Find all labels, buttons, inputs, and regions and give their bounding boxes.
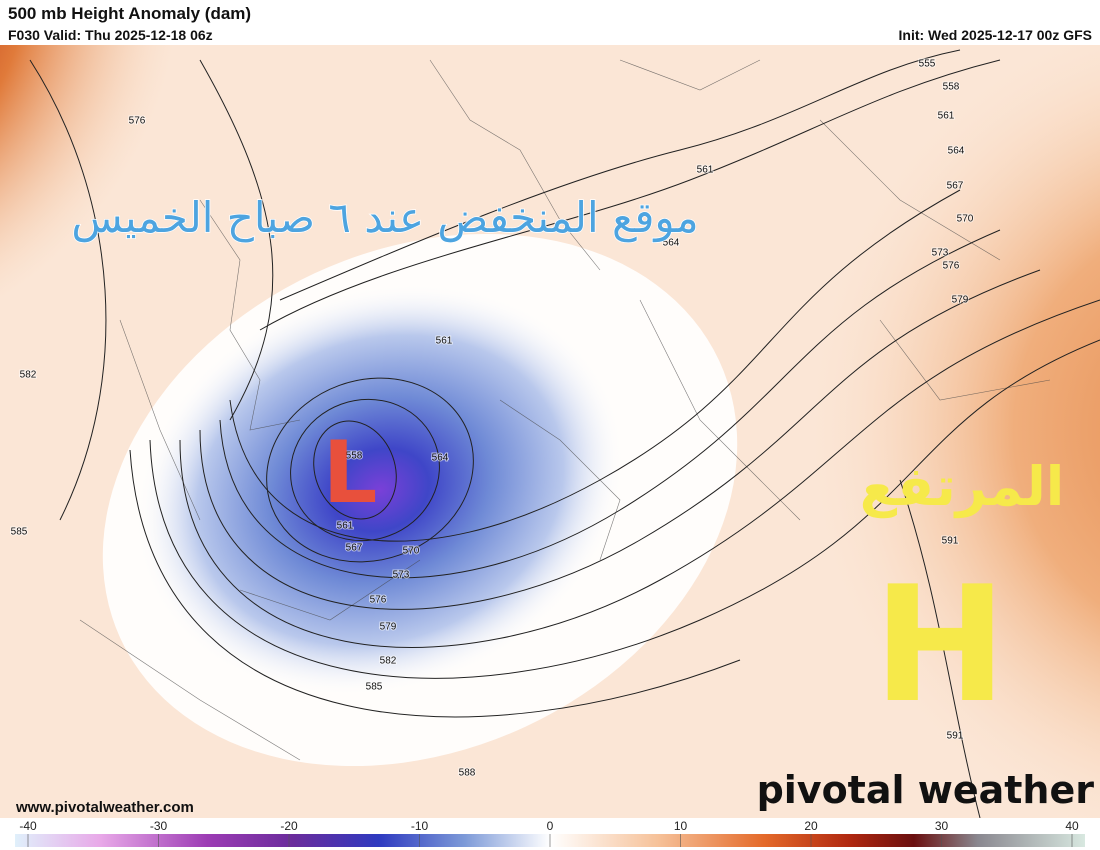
contour-label: 582	[380, 656, 397, 667]
contour-label: 570	[403, 546, 420, 557]
contour-label: 591	[947, 731, 964, 742]
valid-time: F030 Valid: Thu 2025-12-18 06z	[8, 27, 213, 43]
colorbar-tick-label: 30	[935, 819, 949, 833]
contour-label: 591	[942, 536, 959, 547]
contour-label: 561	[697, 165, 714, 176]
colorbar-tick-label: 0	[547, 819, 554, 833]
site-url: www.pivotalweather.com	[15, 799, 194, 816]
contour-label: 582	[20, 370, 37, 381]
contour-label: 558	[943, 82, 960, 93]
contour-label: 570	[957, 214, 974, 225]
colorbar-tick-label: -10	[411, 819, 429, 833]
contour-label: 561	[436, 336, 453, 347]
contour-label: 561	[337, 521, 354, 532]
colorbar-tick-label: -40	[19, 819, 37, 833]
contour-label: 588	[459, 768, 476, 779]
map-title: 500 mb Height Anomaly (dam)	[8, 4, 251, 23]
contour-label: 555	[919, 59, 936, 70]
init-time: Init: Wed 2025-12-17 00z GFS	[899, 27, 1092, 43]
low-letter: L	[323, 423, 378, 523]
contour-label: 567	[346, 543, 363, 554]
contour-label: 561	[938, 111, 955, 122]
colorbar-tick-label: -20	[280, 819, 298, 833]
contour-label: 579	[952, 295, 969, 306]
contour-label: 573	[393, 570, 410, 581]
low-annotation: موقع المنخفض عند ٦ صباح الخميس	[71, 193, 698, 243]
contour-label: 585	[11, 527, 28, 538]
colorbar-ticks: -40 -30 -20 -10 0 10 20 30 40	[19, 819, 1079, 847]
contour-label: 564	[432, 453, 449, 464]
colorbar-tick-label: 10	[674, 819, 688, 833]
contour-labels: 555 558 561 564 567 570 573 576 579 591 591 588 585 5…	[10, 58, 975, 780]
contour-label: 573	[932, 248, 949, 259]
contour-label: 579	[380, 622, 397, 633]
colorbar-tick-label: 40	[1065, 819, 1079, 833]
logo: pivotal weather	[757, 768, 1095, 812]
contour-label: 585	[366, 682, 383, 693]
contour-label: 558	[346, 451, 363, 462]
contour-label: 576	[129, 116, 146, 127]
colorbar-tick-label: 20	[804, 819, 818, 833]
colorbar-tick-label: -30	[150, 819, 168, 833]
high-annotation: المرتفع	[860, 455, 1065, 518]
high-letter: H	[873, 551, 1007, 738]
contours	[29, 49, 1100, 818]
contour-label: 576	[370, 595, 387, 606]
contour-label: 576	[943, 261, 960, 272]
contour-label: 564	[663, 238, 680, 249]
contour-label: 564	[948, 146, 965, 157]
contour-label: 567	[947, 181, 964, 192]
